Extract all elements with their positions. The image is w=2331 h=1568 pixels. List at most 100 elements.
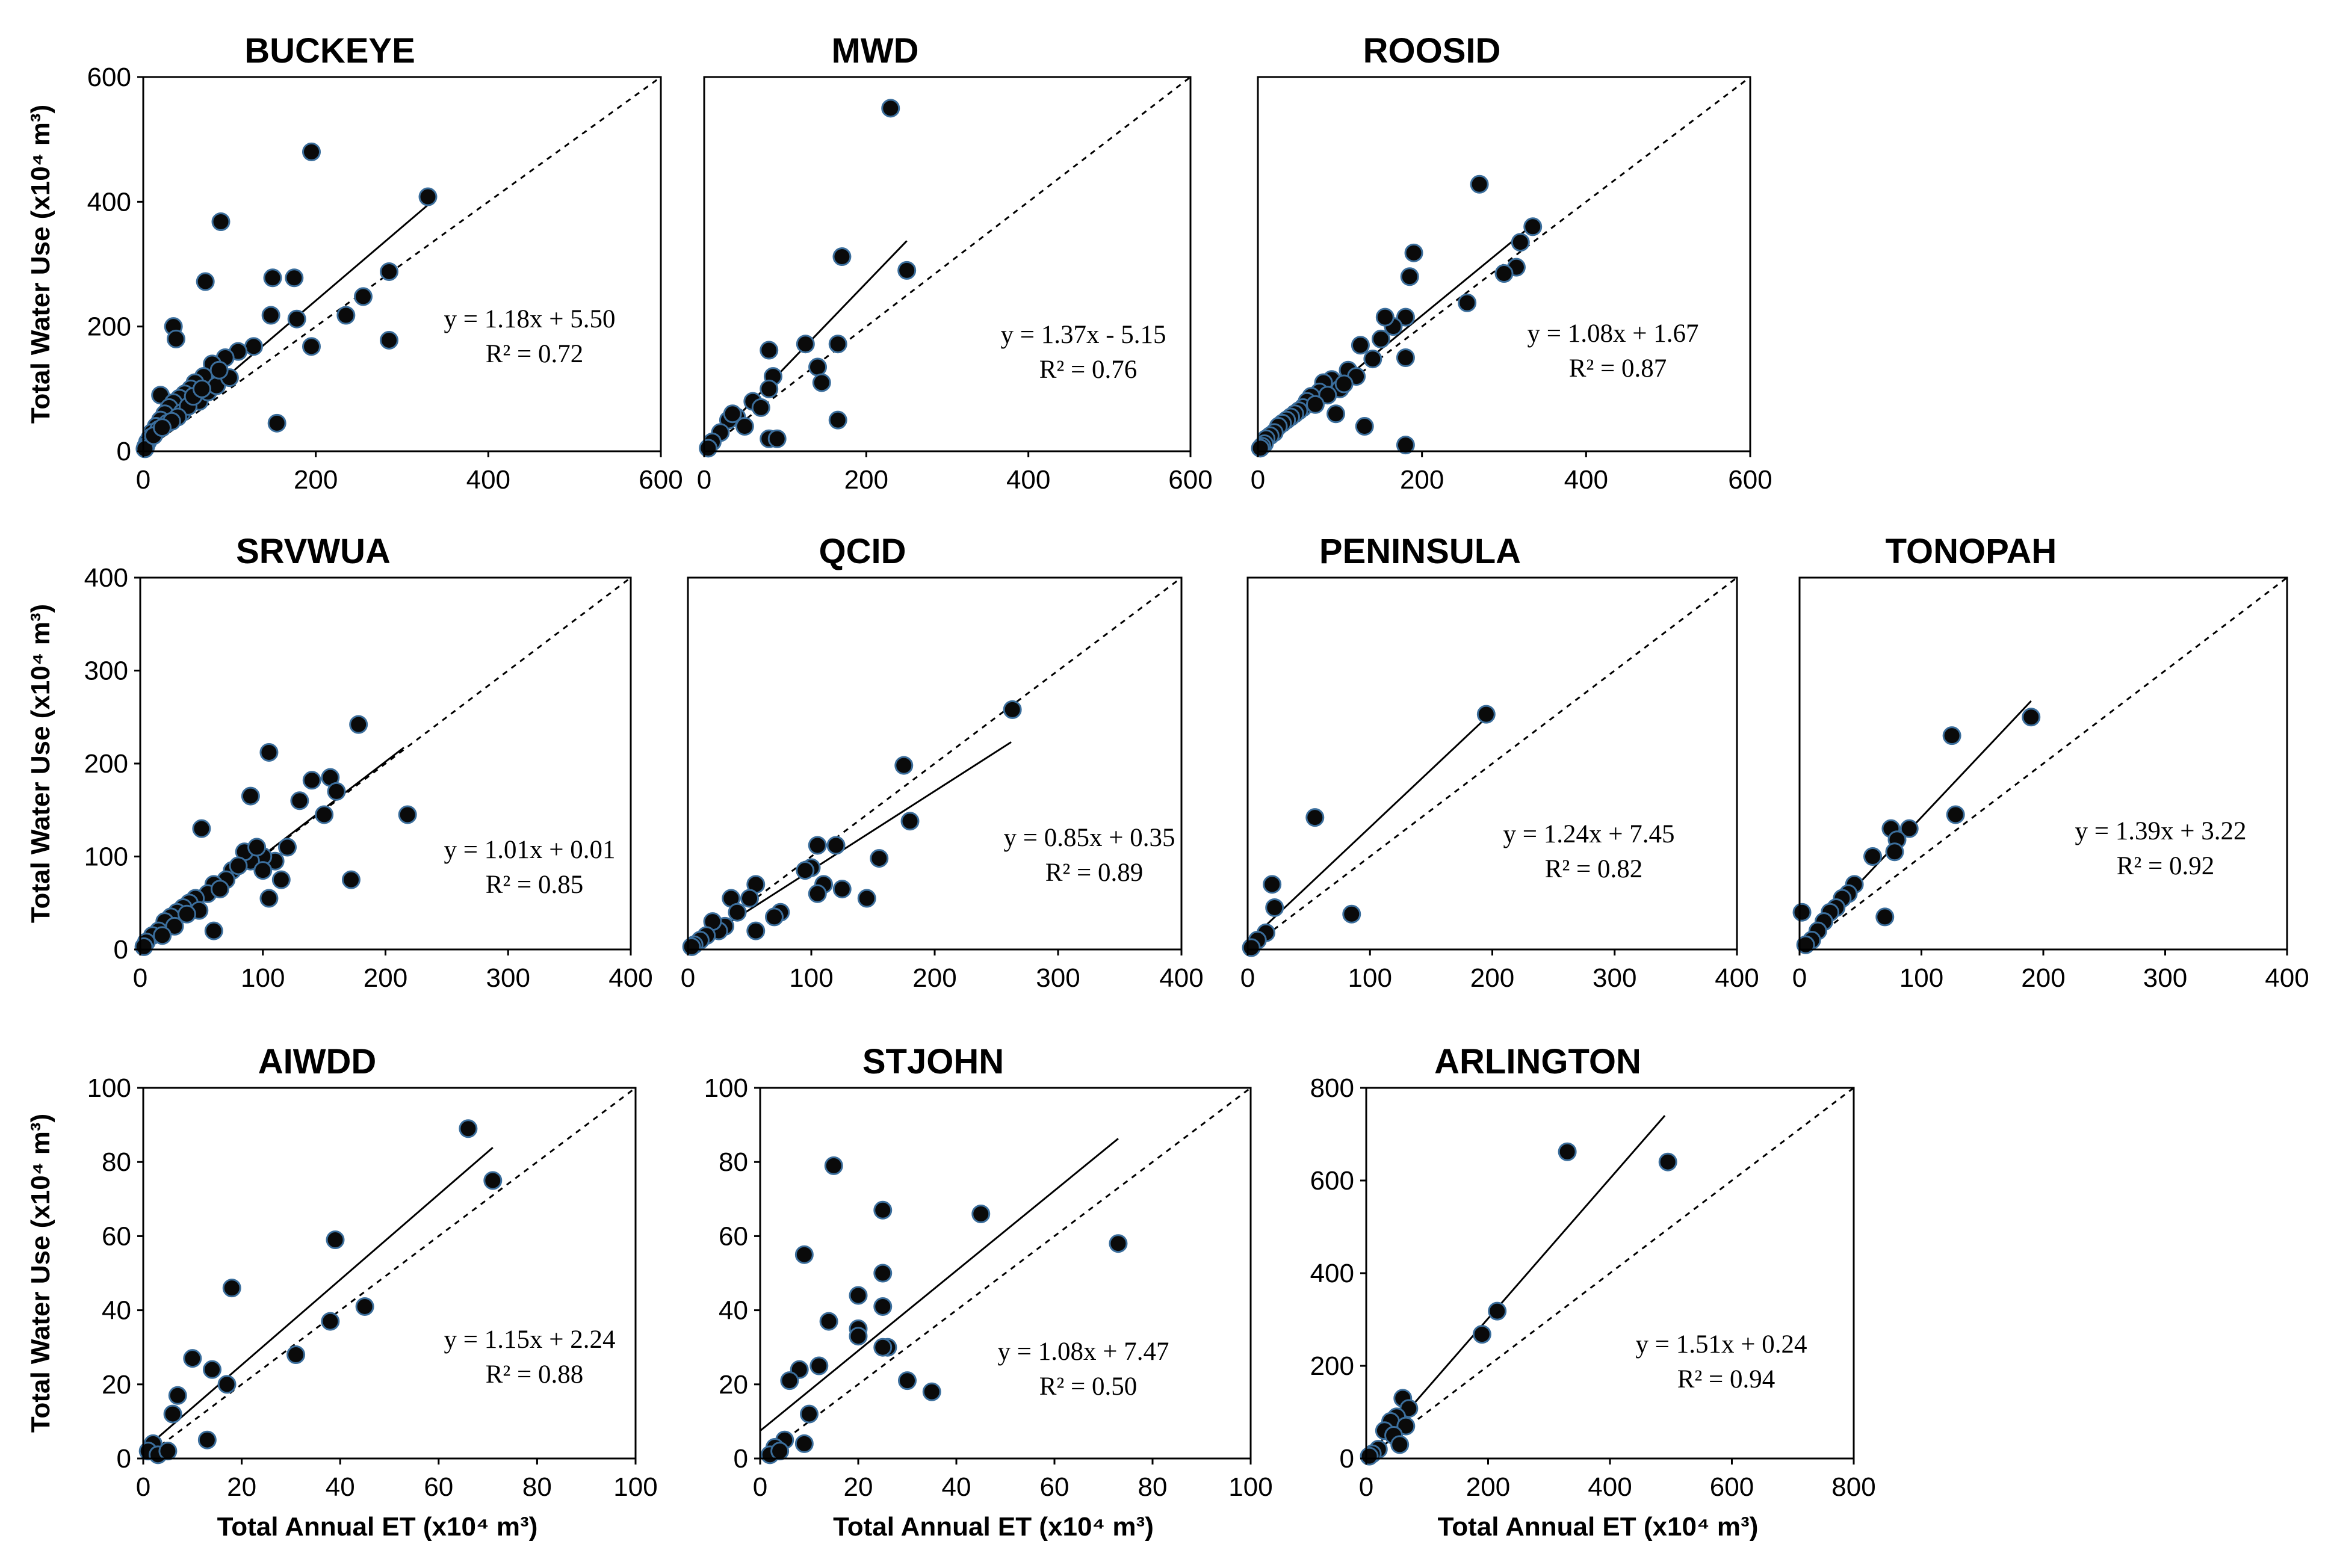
data-point	[336, 306, 356, 325]
x-tick-label: 300	[2143, 963, 2187, 993]
y-tick-label: 600	[1310, 1166, 1354, 1196]
data-point	[2022, 708, 2041, 727]
data-point	[222, 1279, 241, 1298]
data-point	[1396, 348, 1415, 367]
data-point	[380, 262, 398, 281]
r-squared: R² = 0.82	[1545, 855, 1643, 883]
y-axis-label: Total Water Use (x10⁴ m³)	[26, 1114, 55, 1433]
x-axis-label: Total Annual ET (x10⁴ m³)	[833, 1512, 1154, 1542]
data-point	[177, 904, 196, 924]
data-point	[285, 268, 304, 288]
identity-line	[1247, 576, 1738, 951]
x-tick-label: 100	[1899, 963, 1943, 993]
r-squared: R² = 0.94	[1677, 1365, 1775, 1394]
data-point	[217, 1375, 237, 1394]
regression-equation: y = 0.85x + 0.35	[1003, 824, 1175, 852]
data-point	[1305, 808, 1325, 827]
data-point	[165, 916, 184, 936]
panel-title: PENINSULA	[1319, 532, 1521, 571]
panel-title: MWD	[832, 31, 919, 70]
x-tick-label: 100	[241, 963, 285, 993]
x-tick-label: 100	[1348, 963, 1392, 993]
x-tick-label: 400	[608, 963, 652, 993]
data-point	[380, 330, 398, 350]
r-squared: R² = 0.88	[486, 1360, 584, 1389]
r-squared: R² = 0.89	[1045, 859, 1144, 887]
data-point	[287, 309, 306, 329]
data-point	[204, 921, 223, 940]
data-point	[699, 439, 718, 458]
panel-tonopah: TONOPAH 0 100 200 300 400 y = 1.39x + 3.22 R² =…	[1792, 532, 2309, 993]
x-tick-label: 600	[639, 465, 683, 495]
data-point	[203, 1360, 222, 1379]
regression-equation: y = 1.51x + 0.24	[1635, 1330, 1807, 1359]
x-tick-label: 200	[912, 963, 956, 993]
data-point	[873, 1200, 893, 1220]
data-point	[1558, 1142, 1577, 1161]
r-squared: R² = 0.87	[1569, 354, 1667, 383]
data-point	[1305, 395, 1325, 414]
x-tick-label: 0	[133, 963, 147, 993]
x-tick-label: 200	[1470, 963, 1514, 993]
data-point	[1404, 243, 1423, 262]
y-tick-label: 600	[87, 63, 131, 92]
data-point	[341, 870, 361, 889]
data-point	[1396, 307, 1415, 327]
data-point	[808, 884, 827, 903]
x-tick-label: 0	[1251, 465, 1265, 495]
data-point	[881, 99, 900, 118]
data-point	[153, 926, 172, 945]
data-point	[398, 805, 417, 824]
x-tick-label: 60	[424, 1472, 453, 1502]
x-tick-label: 800	[1831, 1472, 1875, 1502]
data-point	[267, 413, 286, 433]
regression-equation: y = 1.08x + 1.67	[1527, 319, 1698, 348]
data-point	[349, 715, 368, 734]
data-point	[483, 1171, 503, 1190]
x-tick-label: 40	[326, 1472, 355, 1502]
data-point	[134, 937, 153, 956]
y-tick-label: 200	[1310, 1351, 1354, 1381]
data-point	[1488, 1301, 1507, 1321]
panel-aiwdd: AIWDD 0 20 40 60 80 100 0 20 40 60 80 100 y = 1.15x +…	[26, 1042, 658, 1542]
data-point	[922, 1382, 941, 1401]
x-tick-label: 0	[1792, 963, 1807, 993]
y-tick-label: 40	[102, 1296, 131, 1326]
data-point	[735, 417, 754, 436]
data-point	[723, 404, 742, 424]
data-point	[1334, 374, 1354, 394]
regression-equation: y = 1.08x + 7.47	[997, 1338, 1169, 1366]
y-tick-label: 40	[719, 1296, 748, 1326]
r-squared: R² = 0.76	[1039, 356, 1138, 384]
r-squared: R² = 0.50	[1039, 1372, 1138, 1401]
data-point	[1942, 726, 1961, 745]
data-point	[760, 379, 779, 398]
y-tick-label: 60	[719, 1221, 748, 1251]
data-point	[271, 870, 291, 889]
x-tick-label: 80	[522, 1472, 552, 1502]
regression-equation: y = 1.24x + 7.45	[1503, 820, 1674, 848]
panel-mwd: MWD 0 200 400 600 y = 1.37x - 5.15 R² = 0.76	[697, 31, 1213, 495]
plot-frame	[1257, 76, 1751, 452]
x-tick-label: 600	[1710, 1472, 1754, 1502]
regression-line	[1365, 1115, 1666, 1459]
data-point	[1396, 436, 1415, 455]
data-point	[259, 742, 279, 762]
data-point	[1470, 174, 1489, 194]
x-tick-label: 0	[681, 963, 695, 993]
data-point	[849, 1286, 868, 1305]
data-point	[873, 1297, 893, 1316]
data-point	[197, 1430, 217, 1449]
x-tick-label: 200	[364, 963, 407, 993]
data-point	[898, 1371, 917, 1391]
regression-line	[143, 1147, 494, 1451]
y-tick-label: 20	[102, 1370, 131, 1400]
data-point	[873, 1264, 893, 1283]
data-point	[1396, 1416, 1416, 1436]
y-tick-label: 0	[1340, 1444, 1354, 1474]
data-point	[1242, 938, 1261, 957]
panel-title: AIWDD	[258, 1042, 377, 1081]
identity-line	[760, 1087, 1251, 1460]
x-tick-label: 40	[942, 1472, 971, 1502]
data-point	[828, 410, 847, 430]
